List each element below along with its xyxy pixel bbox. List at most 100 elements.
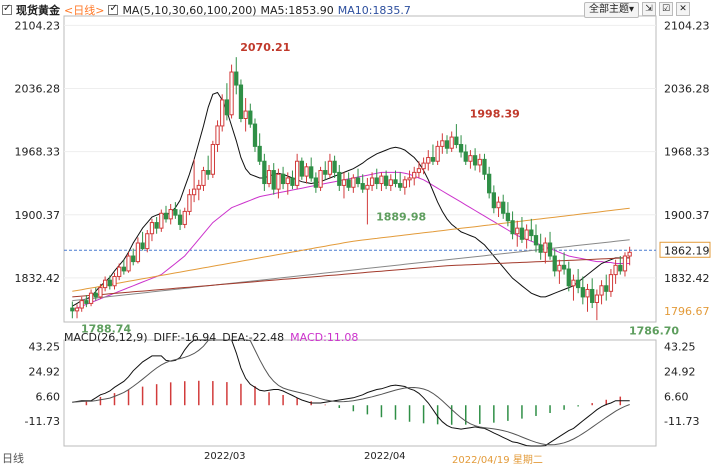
candle-body [102, 279, 108, 289]
candle-body [79, 300, 84, 309]
macd-panel: 43.25 43.25 24.92 24.92 6.60 6.60 -11.73 -11.73 [25, 339, 699, 447]
price-tag-box [659, 241, 711, 258]
ma100-line [72, 239, 630, 302]
candle-body [557, 264, 562, 272]
candle-body [243, 110, 248, 119]
candle-body [304, 166, 309, 177]
candle-body [121, 266, 126, 272]
candle-body [430, 157, 436, 162]
candle-body [519, 227, 525, 240]
candle-body [234, 71, 239, 86]
candle-body [173, 209, 178, 216]
checkbox-icon[interactable]: ☑ [659, 2, 673, 16]
candle-body [327, 160, 333, 175]
cursor-date: 2022/04/19 星期二 [452, 455, 543, 466]
candle-body [149, 222, 155, 235]
candle-body [365, 184, 370, 190]
candle-body [421, 162, 426, 170]
x-label-2022-03: 2022/03 [204, 451, 246, 462]
candle-body [145, 233, 150, 250]
candle-body [369, 177, 375, 186]
candle-body [84, 300, 89, 304]
candle-body [407, 177, 412, 181]
period-selector[interactable]: <日线> [64, 4, 105, 17]
candle-body [416, 168, 422, 173]
candle-body [538, 244, 543, 253]
candle-body [608, 274, 614, 292]
candle-body [510, 220, 515, 235]
candle-body [360, 183, 365, 190]
candle-body [248, 110, 253, 125]
candle-body [426, 157, 431, 164]
candle-body [355, 177, 361, 185]
candle-body [501, 201, 506, 214]
ma10-value: MA10:1835.7 [337, 3, 411, 17]
macd-diff: DIFF:-16.94 [153, 331, 217, 344]
candle-body [206, 170, 211, 175]
candle-body [70, 307, 75, 312]
candlestick-series [70, 57, 632, 321]
candle-body [191, 188, 197, 196]
y-axis: 2104.23 2104.23 2036.28 2036.28 1968.33 1968.… [15, 19, 711, 319]
candle-body [135, 242, 141, 263]
macd-tick-left: 6.60 [36, 390, 61, 403]
candle-body [88, 292, 94, 304]
ma-checkbox-icon[interactable] [108, 3, 119, 15]
candle-body [496, 201, 501, 209]
candle-body [280, 173, 286, 185]
candle-body [533, 235, 539, 246]
expand-icon[interactable]: ⇲ [642, 2, 656, 16]
checkbox-icon[interactable] [2, 3, 12, 15]
candle-body [487, 173, 492, 194]
y-tick-right: 1968.33 [664, 146, 710, 159]
candle-body [224, 99, 230, 116]
macd-tick-right: 24.92 [664, 365, 696, 378]
candle-body [341, 179, 347, 186]
candle-body [295, 160, 300, 186]
candle-body [93, 292, 98, 298]
candle-body [210, 144, 215, 175]
theme-select[interactable]: 全部主题▾ [583, 2, 639, 18]
candle-body [201, 170, 206, 186]
chart-toolbar: 全部主题▾ ⇲ ☑ ✕ [583, 2, 690, 18]
candle-body [131, 255, 136, 263]
candle-body [472, 155, 478, 166]
candle-body [463, 151, 468, 162]
candle-body [543, 242, 548, 253]
candle-body [566, 268, 571, 287]
candle-body [402, 179, 407, 188]
macd-dea: DEA:-22.48 [222, 331, 285, 344]
price-tag-box [660, 303, 710, 319]
candle-body [112, 275, 117, 287]
moving-average-lines [72, 91, 630, 311]
price-annotations: 2070.21 1998.39 1889.98 1788.74 1786.70 [81, 41, 679, 337]
price-annotation: 1889.98 [376, 210, 426, 223]
close-icon[interactable]: ✕ [676, 2, 690, 16]
candle-body [177, 214, 183, 225]
y-tick-left: 1968.33 [15, 146, 61, 159]
ma5-value: MA5:1853.90 [260, 3, 334, 17]
price-annotation: 1998.39 [470, 108, 520, 121]
candle-body [444, 140, 450, 149]
candle-body [524, 229, 529, 240]
bottom-period-label: 日线 [2, 452, 24, 465]
price-annotation: 1786.70 [629, 324, 679, 337]
candle-body [163, 212, 169, 220]
candle-body [505, 212, 511, 222]
candle-body [182, 210, 187, 225]
candle-body [290, 177, 295, 186]
candle-body [576, 279, 581, 289]
ma-params: MA(5,10,30,60,100,200) [122, 3, 257, 17]
macd-value: MACD:11.08 [290, 331, 359, 344]
candle-body [449, 136, 454, 149]
candle-body [154, 222, 159, 229]
ma200-line [72, 257, 630, 298]
candle-body [552, 255, 557, 272]
macd-label: MACD(26,12,9) [64, 331, 148, 344]
candle-body [561, 264, 567, 270]
y-tick-right: 1832.42 [664, 272, 710, 285]
candle-body [187, 194, 192, 212]
macd-tick-right: 43.25 [664, 340, 696, 353]
candle-body [594, 294, 600, 303]
